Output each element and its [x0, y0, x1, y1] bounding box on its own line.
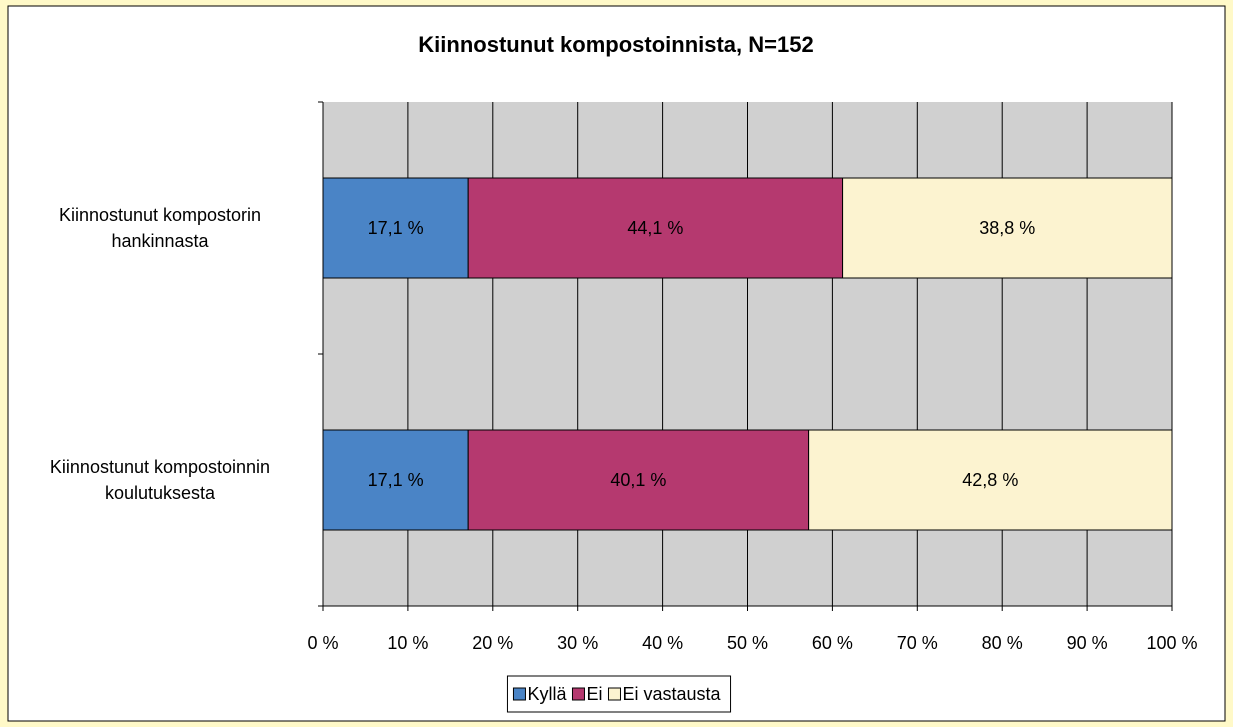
x-tick-label: 70 % [897, 633, 938, 653]
x-tick-label: 40 % [642, 633, 683, 653]
x-tick-label: 30 % [557, 633, 598, 653]
x-tick-label: 50 % [727, 633, 768, 653]
bar-segment [322, 429, 469, 531]
x-tick-label: 0 % [307, 633, 338, 653]
bar-segment [467, 429, 810, 531]
legend-swatch [607, 687, 621, 701]
x-tick-label: 60 % [812, 633, 853, 653]
data-label: 44,1 % [627, 218, 683, 238]
legend-label: Kyllä [527, 684, 567, 704]
legend-label: Ei [586, 684, 602, 704]
bar-segment [808, 429, 1173, 531]
x-tick-label: 10 % [387, 633, 428, 653]
legend-label: Ei vastausta [622, 684, 721, 704]
x-tick-label: 90 % [1067, 633, 1108, 653]
bar-segment [842, 177, 1173, 279]
y-tick-label: Kiinnostunut kompostoinnin koulutuksesta [49, 457, 271, 503]
data-label: 17,1 % [368, 470, 424, 490]
bar-segment [467, 177, 844, 279]
legend-swatch [571, 687, 585, 701]
x-tick-label: 80 % [982, 633, 1023, 653]
data-label: 38,8 % [979, 218, 1035, 238]
x-tick-label: 100 % [1146, 633, 1197, 653]
data-label: 40,1 % [610, 470, 666, 490]
chart-title: Kiinnostunut kompostoinnista, N=152 [418, 32, 813, 57]
x-tick-label: 20 % [472, 633, 513, 653]
y-tick-label: Kiinnostunut kompostorin hankinnasta [58, 205, 262, 251]
legend-swatch [512, 687, 526, 701]
data-label: 17,1 % [368, 218, 424, 238]
data-label: 42,8 % [962, 470, 1018, 490]
